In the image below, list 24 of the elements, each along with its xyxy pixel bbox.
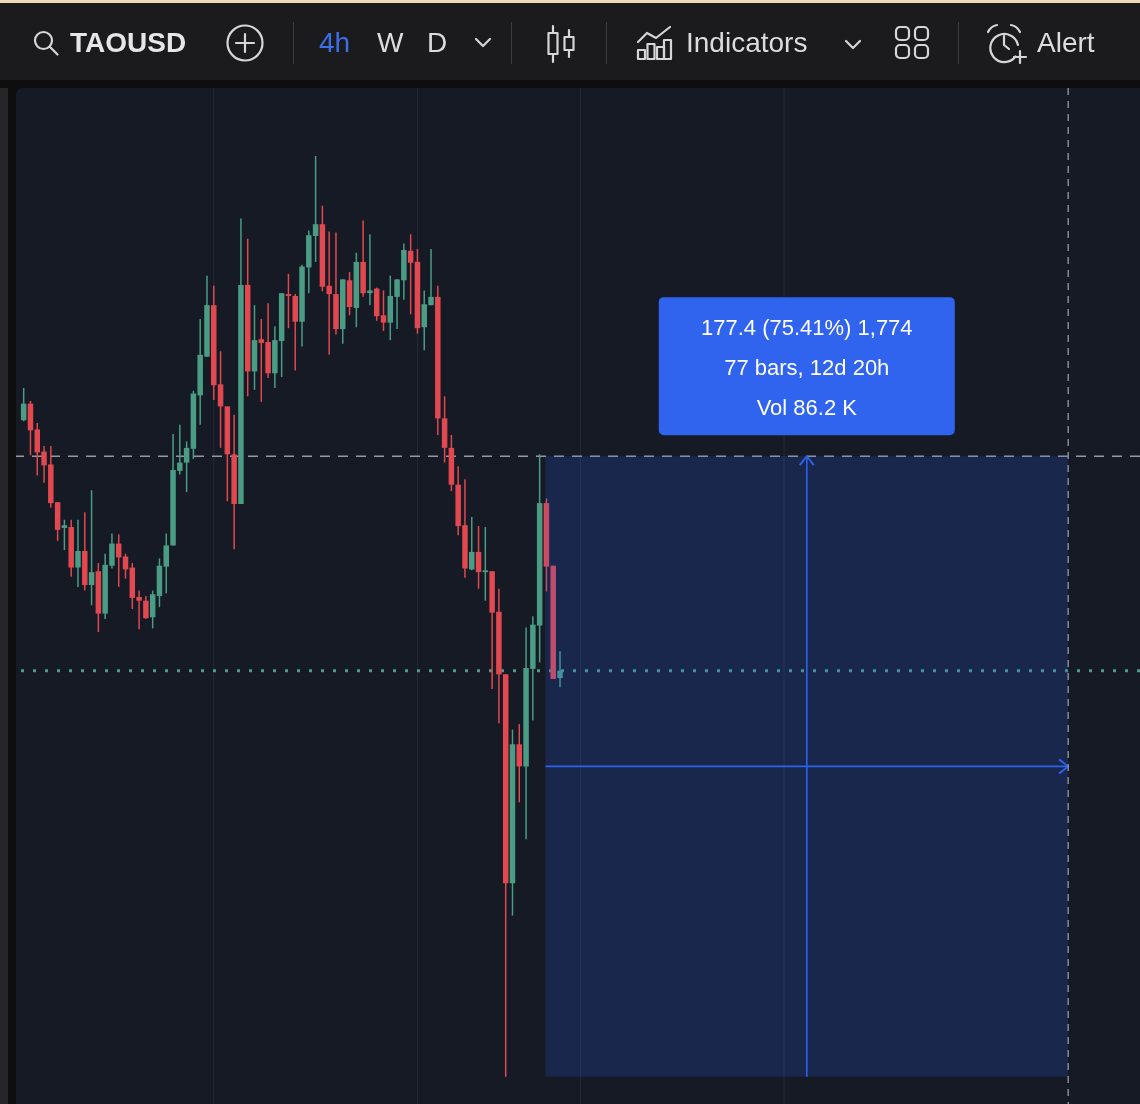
text: Indicators [686, 26, 808, 60]
candlestick [34, 422, 40, 477]
text: D [427, 26, 448, 60]
candlestick [143, 595, 149, 620]
candlestick [88, 489, 95, 607]
candlestick [516, 723, 523, 804]
candlestick [407, 233, 414, 316]
candlestick [367, 233, 373, 306]
text: 4h [319, 26, 351, 60]
candlestick [149, 589, 156, 630]
candlestick [61, 518, 68, 551]
candlestick [285, 273, 292, 329]
text: Vol 86.2 K [756, 394, 858, 420]
text: W [377, 26, 404, 60]
text: Alert [1037, 26, 1095, 60]
candlestick [75, 518, 81, 588]
candlestick [183, 440, 190, 493]
candlestick [482, 526, 489, 602]
candlestick [475, 525, 482, 590]
chart-title: TAOUSD [70, 26, 187, 60]
candlestick [469, 516, 475, 572]
text: 177.4 (75.41%) 1,774 [700, 314, 913, 340]
text: 77 bars, 12d 20h [724, 354, 890, 380]
candlestick [380, 289, 387, 332]
